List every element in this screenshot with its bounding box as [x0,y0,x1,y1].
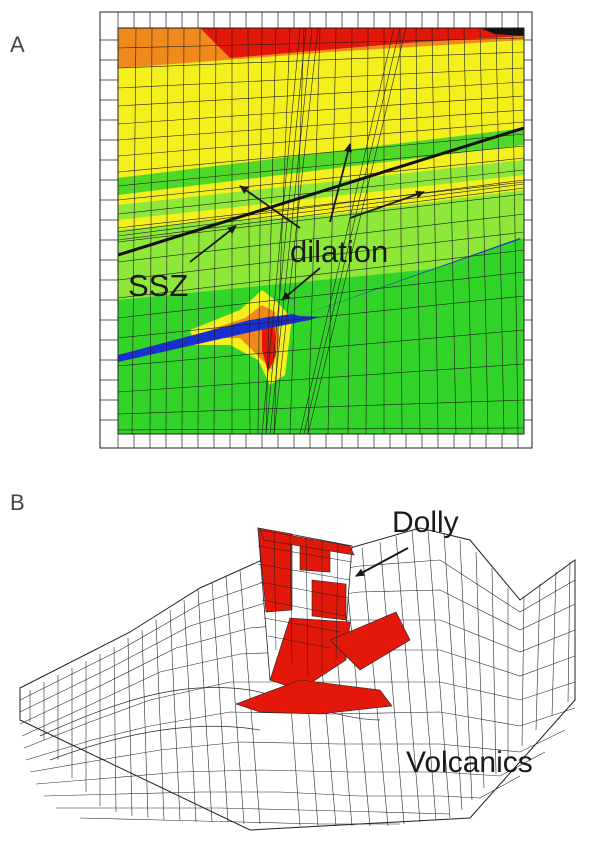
panel-b-label: B [10,490,25,515]
dolly-fault-red-wing [329,611,411,671]
panel-b-model: Dolly Volcanics [19,506,576,831]
panel-a-mesh-rows [118,37,524,431]
dolly-label: Dolly [392,506,459,539]
arrow-ssz [189,225,237,263]
volcanics-label: Volcanics [406,746,533,779]
dolly-fault-red-lower [269,617,351,691]
contour-dark-corner [480,28,524,36]
dilation-zone-red [262,316,276,372]
panel-a-frame-ticks [100,12,532,448]
panel-a-fault-lines [118,28,524,434]
panel-b-front-face [19,690,576,831]
arrow-dilation-down [281,267,321,301]
panel-a-contours [118,28,524,434]
panel-b-mesh-cols [29,529,571,827]
dolly-fault-red-left [257,527,293,613]
dolly-fault-red-base [235,679,393,715]
dolly-fault-red-top [259,529,355,556]
panel-a-label: A [10,32,25,57]
contour-green-lower [300,238,524,320]
dilation-label: dilation [290,234,388,269]
panel-a-arrows [189,143,425,301]
dolly-fault [235,527,411,715]
contour-red-band [200,28,524,58]
panel-a-model: dilation SSZ [99,11,533,449]
panel-a-inner-border [117,27,525,435]
dolly-fault-grid [257,531,353,677]
arrow-dilation-right [349,190,425,219]
arrow-dilation-left [239,185,301,229]
arrow-dilation-up [329,143,352,223]
contour-green-stripe [118,128,524,195]
panel-b-surface-curves [39,687,381,761]
ssz-line [118,126,524,257]
dolly-fault-red-right [311,579,347,621]
arrow-dolly [355,547,409,577]
ssz-label: SSZ [128,268,188,303]
panel-a-mesh-cols [131,28,519,434]
fault-blue [118,238,524,362]
